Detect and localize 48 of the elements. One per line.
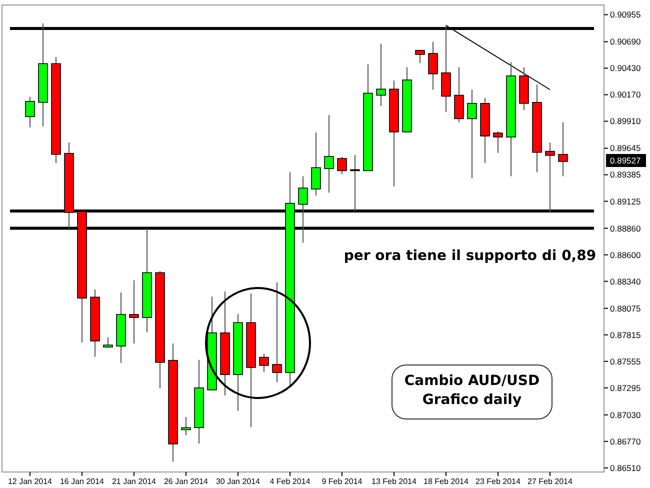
y-tick-label: 0.86770 — [610, 436, 641, 446]
y-tick-label: 0.87555 — [610, 356, 641, 366]
x-tick-label: 12 Jan 2014 — [8, 477, 53, 486]
y-tick-label: 0.89125 — [610, 196, 641, 206]
x-tick-label: 30 Jan 2014 — [216, 477, 261, 486]
y-tick-label: 0.88340 — [610, 276, 641, 286]
y-tick-label: 0.88075 — [610, 303, 641, 314]
candlestick — [181, 416, 191, 436]
y-tick-label: 0.90955 — [610, 10, 641, 20]
candlestick — [337, 156, 347, 175]
y-tick-label: 0.87815 — [610, 330, 641, 340]
x-tick-label: 26 Jan 2014 — [164, 477, 209, 486]
candlestick — [467, 89, 477, 179]
y-tick-label: 0.89645 — [610, 143, 641, 154]
candlestick — [428, 41, 438, 90]
x-tick-label: 16 Jan 2014 — [60, 477, 105, 486]
x-tick-label: 21 Jan 2014 — [112, 477, 157, 486]
y-tick-label: 0.87295 — [610, 382, 641, 393]
y-tick-label: 0.90690 — [610, 36, 641, 47]
candlestick — [415, 49, 425, 64]
annotation: Cambio AUD/USD — [404, 373, 540, 389]
y-tick-label: 0.90170 — [610, 90, 641, 100]
y-tick-label: 0.86510 — [610, 462, 641, 473]
y-tick-label: 0.89385 — [610, 170, 641, 180]
candlestick — [129, 280, 139, 344]
x-tick-label: 23 Feb 2014 — [476, 477, 522, 486]
candlestick — [259, 353, 269, 373]
x-tick-label: 4 Feb 2014 — [270, 477, 311, 486]
y-tick-label: 0.90430 — [610, 63, 641, 74]
y-tick-label: 0.88860 — [610, 223, 641, 234]
x-tick-label: 18 Feb 2014 — [424, 477, 470, 486]
candlestick — [311, 132, 321, 196]
candlestick — [25, 96, 35, 128]
x-tick-label: 27 Feb 2014 — [528, 477, 574, 486]
y-tick-label: 0.87030 — [610, 410, 641, 420]
candlestick — [454, 66, 464, 123]
candlestick — [324, 114, 334, 194]
text: 0.89527 — [610, 155, 641, 166]
candlestick — [272, 282, 282, 383]
annotation: Grafico daily — [422, 392, 522, 408]
candlestick — [376, 43, 386, 106]
annotation: per ora tiene il supporto di 0,89 — [344, 248, 596, 264]
y-tick-label: 0.89910 — [610, 116, 641, 126]
y-tick-label: 0.88600 — [610, 250, 641, 260]
x-tick-label: 13 Feb 2014 — [372, 477, 418, 486]
candlestick — [493, 130, 503, 154]
candlestick — [558, 122, 568, 177]
x-tick-label: 9 Feb 2014 — [322, 477, 363, 486]
